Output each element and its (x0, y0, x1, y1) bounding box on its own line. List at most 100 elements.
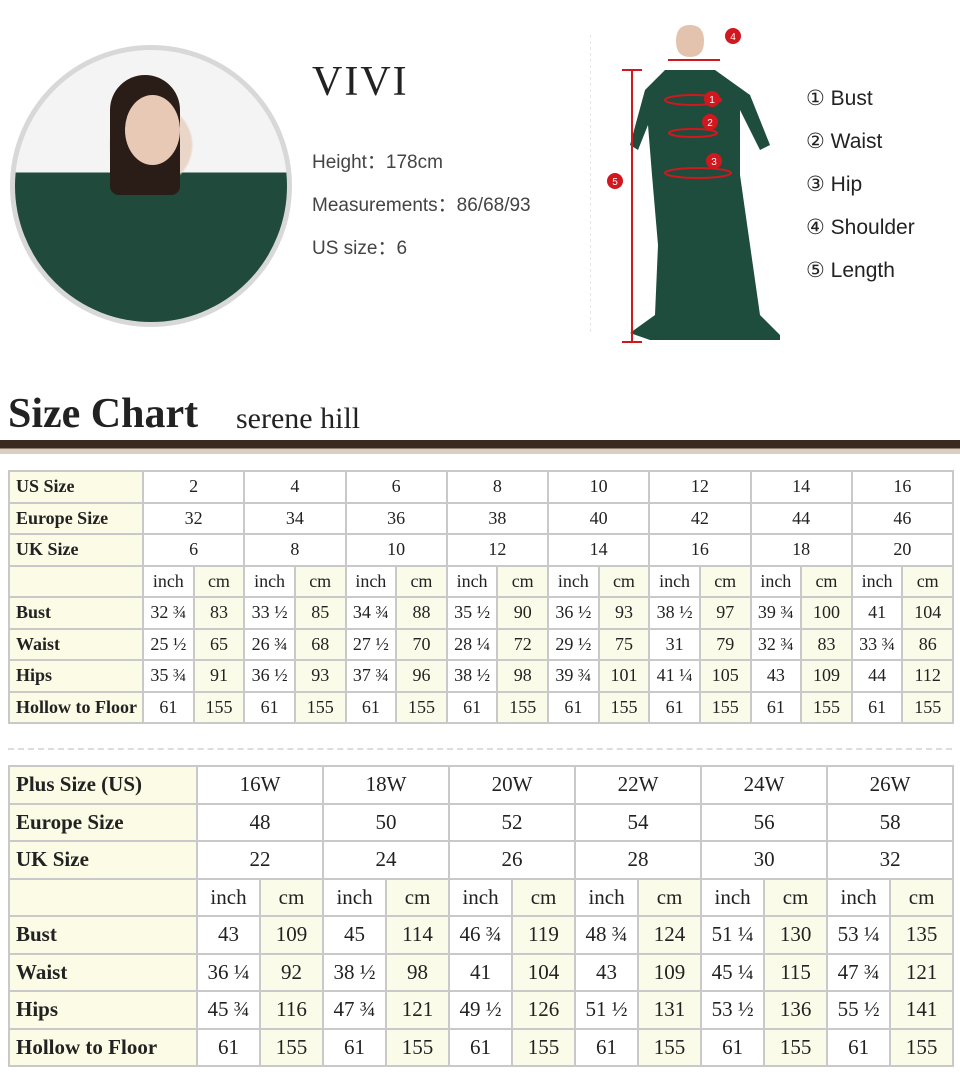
inch-value: 41 ¼ (648, 659, 701, 693)
cm-value: 155 (698, 690, 752, 724)
inch-value: 33 ¾ (850, 627, 904, 661)
size-cell: 32 (826, 840, 955, 880)
size-cell: 48 (195, 802, 325, 842)
size-cell: 2 (141, 470, 246, 504)
unit-cm: cm (889, 877, 955, 917)
inch-value: 33 ½ (243, 596, 296, 630)
cm-value: 96 (395, 659, 448, 693)
unit-cm: cm (293, 564, 347, 598)
size-cell: 28 (574, 840, 703, 880)
cm-value: 91 (192, 659, 246, 693)
cm-value: 97 (698, 596, 752, 630)
unit-inch: inch (749, 564, 803, 598)
cm-value: 119 (511, 915, 577, 955)
size-cell: 44 (749, 501, 853, 535)
inch-value: 43 (574, 952, 640, 992)
unit-cm: cm (192, 564, 246, 598)
cm-value: 93 (293, 659, 347, 693)
cm-value: 86 (901, 627, 954, 661)
inch-value: 37 ¾ (344, 659, 398, 693)
size-row: UK Size 22 24 26 28 30 32 (8, 840, 955, 880)
size-chart-title: Size Chart (8, 391, 199, 437)
cm-value: 136 (763, 990, 829, 1030)
svg-text:5: 5 (612, 177, 618, 188)
inch-value: 51 ½ (574, 990, 640, 1030)
unit-cm: cm (496, 564, 549, 598)
measure-row: Hips 45 ¾ 116 47 ¾ 121 49 ½ 126 51 ½ 131 53 ½ 136 5… (8, 990, 955, 1030)
cm-value: 155 (763, 1027, 829, 1067)
unit-cm: cm (395, 564, 448, 598)
inch-value: 61 (448, 1027, 514, 1067)
unit-inch: inch (448, 877, 514, 917)
inch-value: 28 ¼ (445, 627, 499, 661)
divider (0, 440, 960, 454)
model-measurements: Measurements：86/68/93 (312, 195, 531, 216)
cm-value: 155 (637, 1027, 703, 1067)
cm-value: 121 (385, 990, 451, 1030)
cm-value: 155 (901, 690, 954, 724)
cm-value: 104 (901, 596, 954, 630)
size-cell: 16 (648, 533, 752, 567)
unit-inch: inch (574, 877, 640, 917)
inch-value: 34 ¾ (344, 596, 398, 630)
row-label: Hollow to Floor (8, 690, 144, 724)
cm-value: 114 (385, 915, 451, 955)
size-cell: 58 (826, 802, 955, 842)
cm-value: 155 (258, 1027, 325, 1067)
inch-value: 47 ¾ (322, 990, 388, 1030)
inch-value: 61 (142, 690, 195, 724)
row-label: Bust (8, 915, 198, 955)
model-height: Height：178cm (312, 152, 443, 173)
size-cell: 16W (195, 765, 325, 805)
row-label: Waist (8, 952, 198, 992)
standard-size-table: US Size 2 4 6 8 10 12 14 16 Europe Size 32 34 36 38 40… (8, 470, 955, 724)
unit-inch: inch (826, 877, 892, 917)
size-cell: 14 (546, 533, 651, 567)
unit-inch: inch (445, 564, 499, 598)
cm-value: 124 (637, 915, 703, 955)
size-cell: 26 (448, 840, 577, 880)
cm-value: 70 (395, 627, 448, 661)
cm-value: 75 (597, 627, 651, 661)
size-cell: 38 (445, 501, 550, 535)
legend-length: ⑤ Length (806, 259, 895, 282)
inch-value: 36 ½ (547, 596, 600, 630)
size-cell: 46 (850, 501, 955, 535)
size-cell: 20W (448, 765, 577, 805)
cm-value: 155 (597, 690, 651, 724)
unit-cm: cm (800, 564, 853, 598)
measure-row: Bust 32 ¾ 83 33 ½ 85 34 ¾ 88 35 ½ 90 36 ½ 93 38 ½ 97… (8, 596, 954, 630)
cm-value: 65 (192, 627, 246, 661)
inch-value: 48 ¾ (574, 915, 640, 955)
row-label: Bust (8, 596, 144, 630)
cm-value: 155 (395, 690, 448, 724)
cm-value: 135 (889, 915, 955, 955)
cm-value: 72 (496, 627, 549, 661)
size-cell: 4 (243, 470, 347, 504)
row-label: US Size (8, 470, 144, 504)
marker-2 (702, 114, 718, 130)
dashed-divider (8, 748, 952, 750)
inch-value: 53 ¼ (826, 915, 892, 955)
measure-row: Hollow to Floor 61 155 61 155 61 155 61 155 61 155… (8, 1027, 955, 1067)
measurement-figure: 1 2 3 4 5 (590, 25, 780, 343)
unit-inch: inch (850, 564, 904, 598)
size-cell: 8 (445, 470, 550, 504)
inch-value: 25 ½ (142, 627, 195, 661)
size-cell: 24W (700, 765, 829, 805)
size-cell: 50 (322, 802, 451, 842)
model-us-size: US size：6 (312, 238, 408, 259)
size-cell: 24 (322, 840, 451, 880)
size-cell: 12 (648, 470, 752, 504)
cm-value: 141 (889, 990, 955, 1030)
row-label: Plus Size (US) (8, 765, 198, 805)
size-cell: 34 (243, 501, 347, 535)
inch-value: 26 ¾ (243, 627, 296, 661)
unit-row: inch cm inch cm inch cm inch cm inch cm inch cm (8, 877, 955, 917)
size-cell: 32 (141, 501, 246, 535)
unit-inch: inch (322, 877, 388, 917)
cm-value: 155 (889, 1027, 955, 1067)
row-label: Hollow to Floor (8, 1027, 198, 1067)
row-label: UK Size (8, 533, 144, 567)
